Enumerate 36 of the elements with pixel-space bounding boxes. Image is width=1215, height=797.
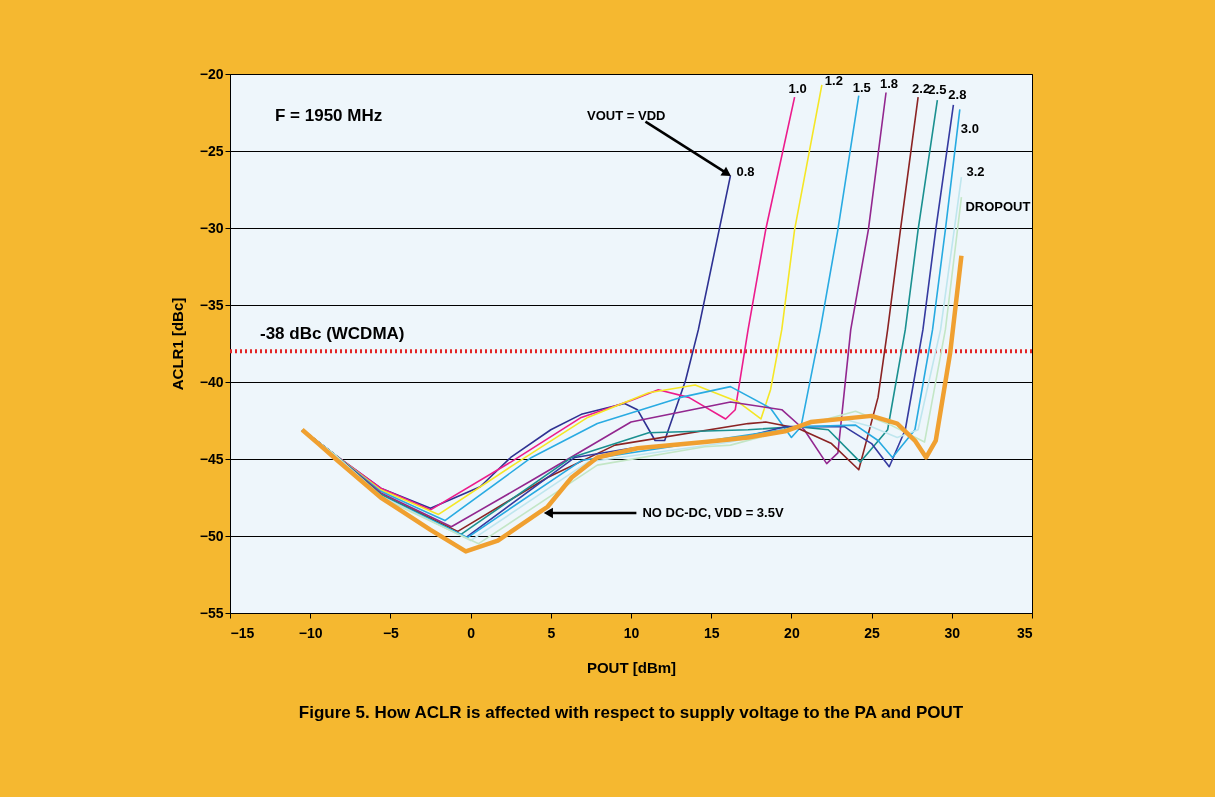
y-axis-title: ACLR1 [dBc] <box>168 297 186 391</box>
series-label: 3.2 <box>966 164 985 180</box>
x-axis-title: POUT [dBm] <box>586 658 677 676</box>
annotation: NO DC-DC, VDD = 3.5V <box>642 504 784 520</box>
series-label: 1.5 <box>852 79 871 95</box>
series-label: 2.5 <box>928 82 947 98</box>
x-tick-label: −15 <box>230 624 255 641</box>
series-label: 0.8 <box>736 163 755 179</box>
series-label: 1.8 <box>880 76 899 92</box>
y-tick-label: −30 <box>199 219 224 236</box>
annotation: VOUT = VDD <box>587 107 666 123</box>
x-tick-label: 35 <box>1016 624 1033 641</box>
series-label: DROPOUT <box>965 199 1031 215</box>
series-label: 2.8 <box>948 86 967 102</box>
x-tick-label: −10 <box>298 624 323 641</box>
series-label: 1.0 <box>788 81 807 97</box>
text: Figure 5. How ACLR is affected with respect to supply voltage to the PA and POUT <box>298 703 964 722</box>
x-tick-label: 5 <box>547 624 556 641</box>
series-label: 3.0 <box>960 121 979 137</box>
annotation: F = 1950 MHz <box>275 106 383 125</box>
x-tick-label: 25 <box>864 624 881 641</box>
x-tick-label: 20 <box>784 624 800 641</box>
y-tick-label: −40 <box>199 373 224 390</box>
ref-line-label: -38 dBc (WCDMA) <box>260 324 405 344</box>
y-tick-label: −35 <box>199 296 224 313</box>
y-tick-label: −20 <box>199 65 224 82</box>
x-tick-label: 15 <box>703 624 720 641</box>
y-tick-label: −50 <box>199 527 224 544</box>
y-tick-label: −55 <box>199 604 224 621</box>
x-tick-label: −5 <box>382 624 400 641</box>
x-tick-label: 30 <box>944 624 961 641</box>
y-tick-label: −25 <box>199 142 224 159</box>
y-tick-label: −45 <box>199 450 224 467</box>
x-tick-label: 10 <box>623 624 640 641</box>
x-tick-label: 0 <box>467 624 476 641</box>
series-label: 1.2 <box>824 72 843 88</box>
